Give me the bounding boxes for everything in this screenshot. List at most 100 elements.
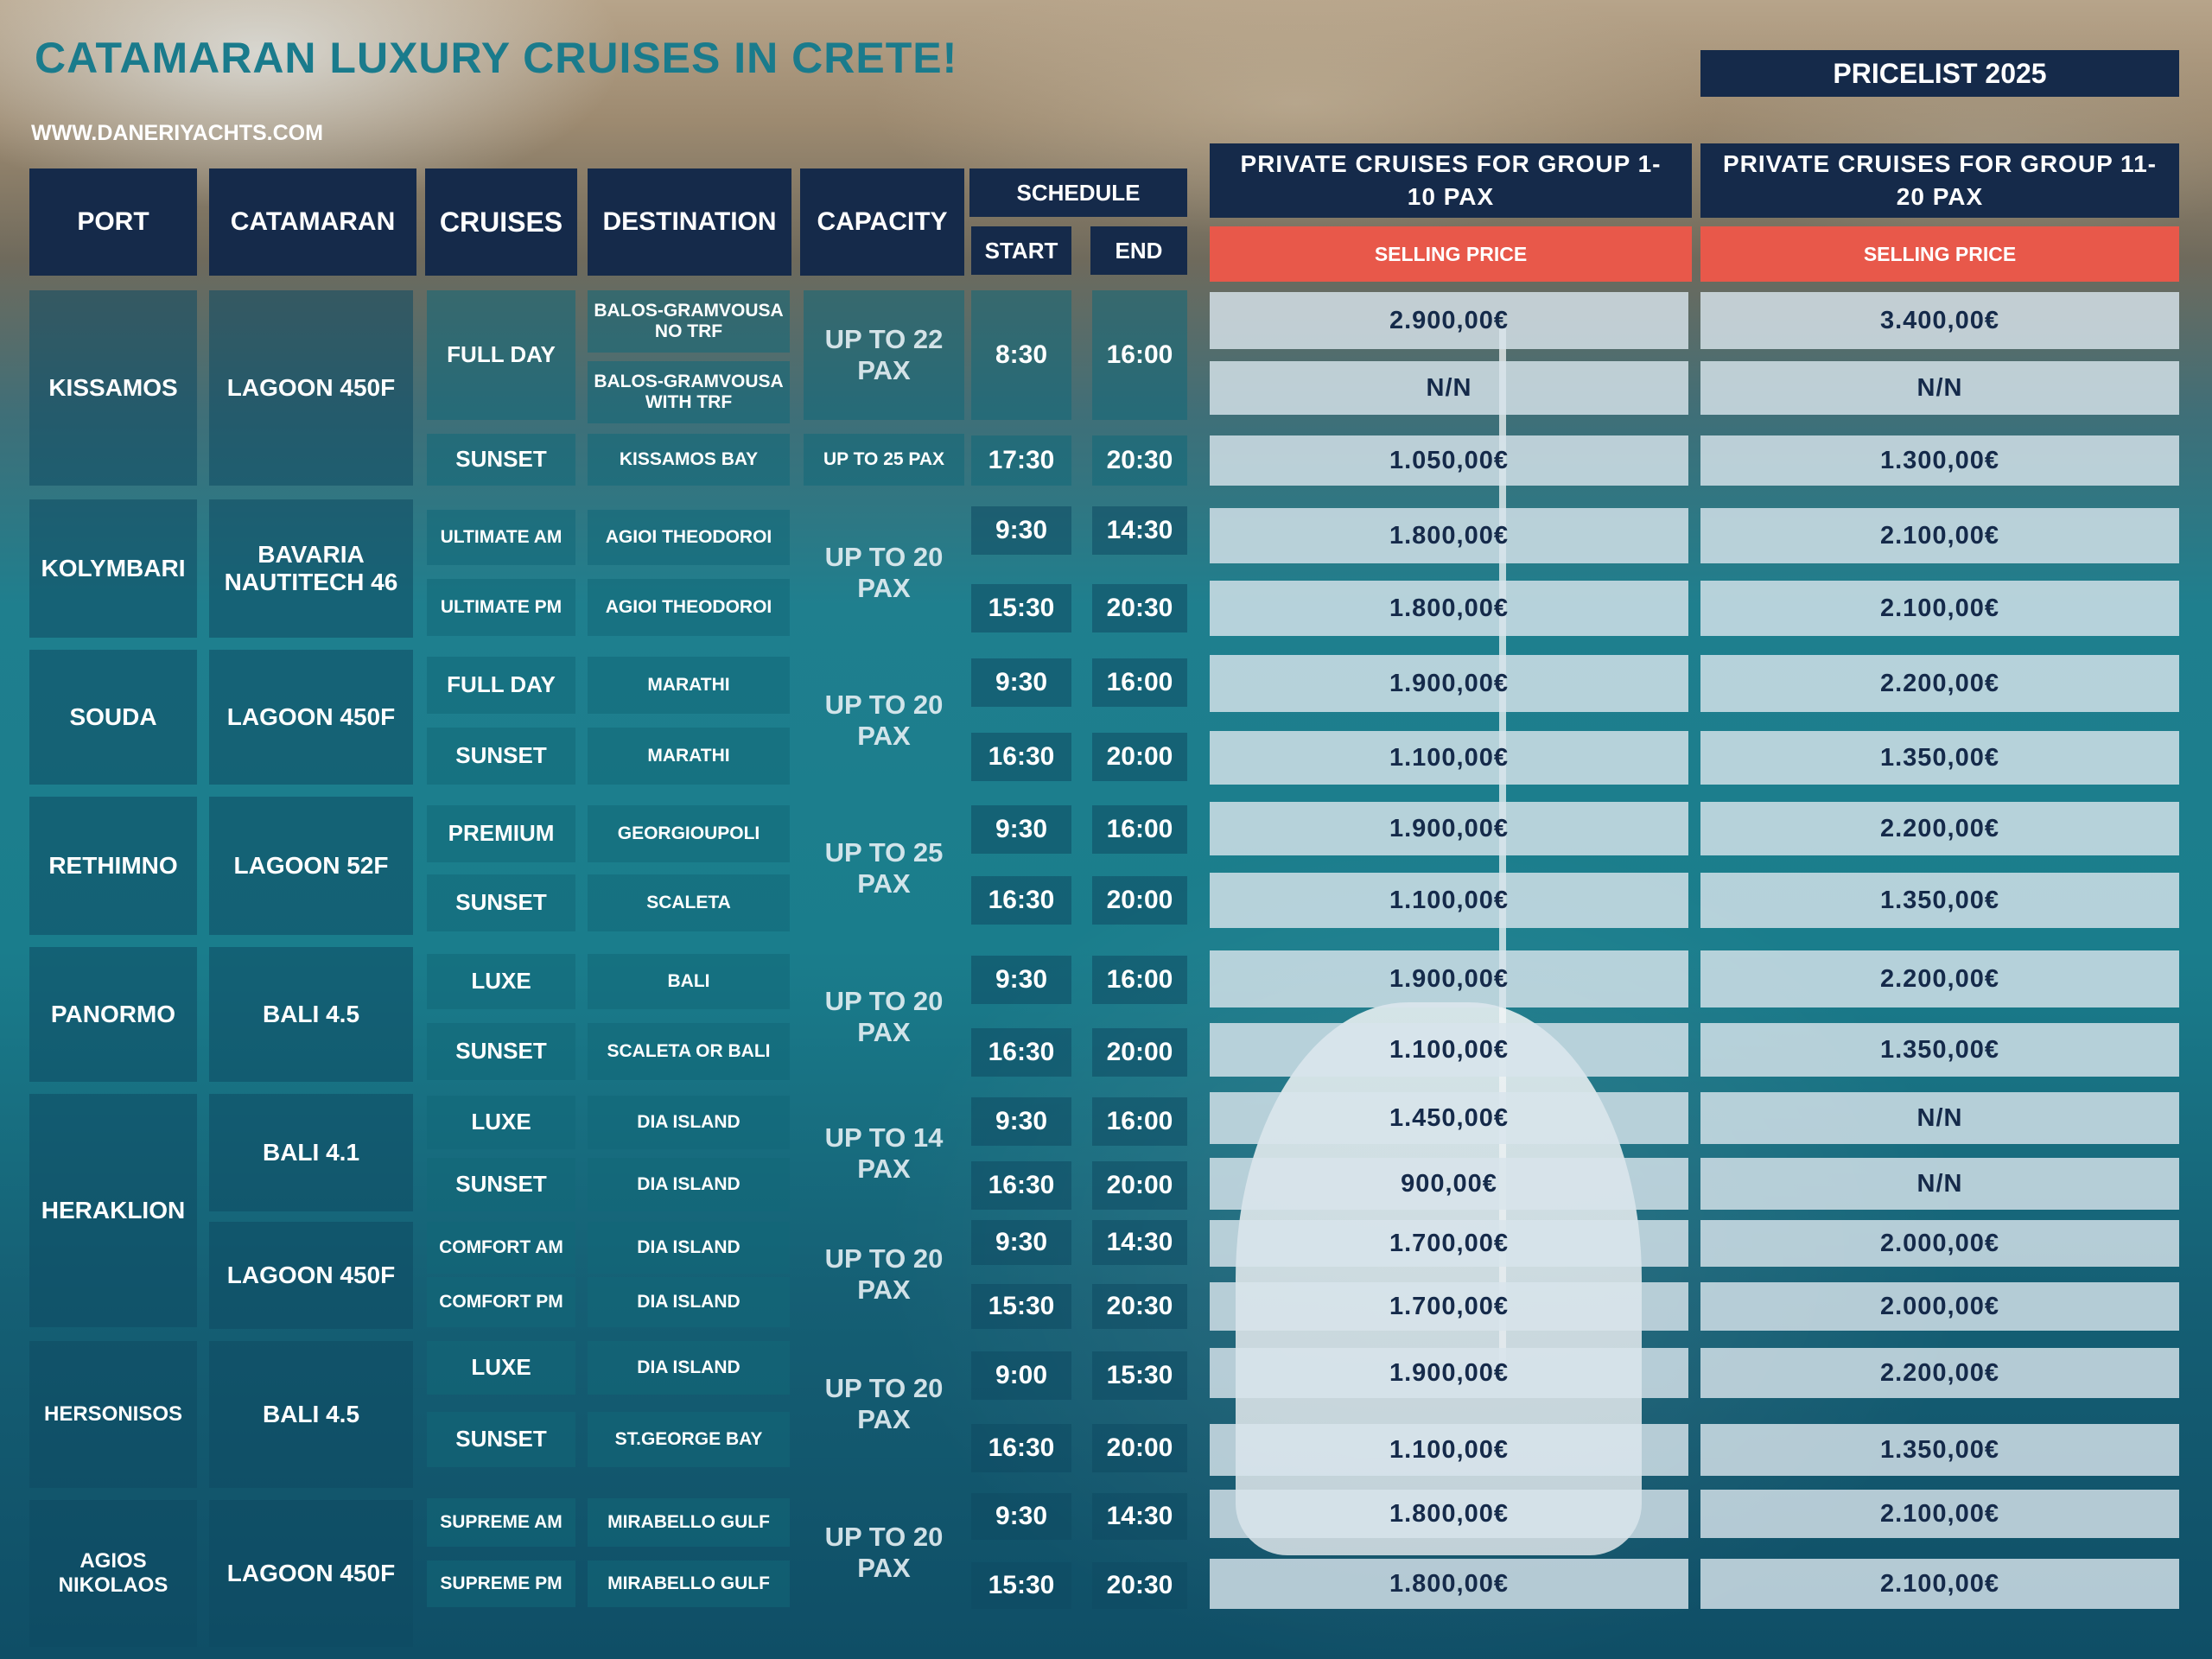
catamaran-cell: LAGOON 52F [209,797,413,935]
capacity-cell: UP TO 25 PAX [824,837,944,899]
end-time-cell: 20:30 [1092,1284,1187,1329]
price-1-10-cell: 1.800,00€ [1210,508,1688,563]
price-1-10-cell: 900,00€ [1210,1158,1688,1210]
cruise-cell: SUPREME PM [427,1560,575,1607]
price-11-20-cell: 2.000,00€ [1700,1282,2179,1331]
capacity-cell: UP TO 20 PAX [824,986,944,1047]
price-1-10-cell: 1.900,00€ [1210,950,1688,1007]
start-time-cell: 16:30 [971,733,1071,781]
catamaran-cell: LAGOON 450F [209,1222,413,1329]
price-1-10-cell: 1.100,00€ [1210,1023,1688,1077]
port-cell: HERSONISOS [29,1341,197,1488]
cruise-cell: ULTIMATE PM [427,579,575,636]
price-1-10-cell: 1.700,00€ [1210,1220,1688,1267]
cruise-cell: ULTIMATE AM [427,510,575,565]
end-time-cell: 20:00 [1092,876,1187,925]
price-11-20-cell: 2.200,00€ [1700,802,2179,855]
end-header: END [1090,226,1187,275]
price-11-20-cell: 1.350,00€ [1700,731,2179,785]
start-time-cell: 8:30 [971,290,1071,420]
price-11-20-cell: N/N [1700,361,2179,415]
start-time-cell: 16:30 [971,1028,1071,1077]
price-11-20-cell: 1.350,00€ [1700,873,2179,928]
catamaran-cell: LAGOON 450F [209,290,413,486]
cruise-cell: LUXE [427,1341,575,1395]
cruise-cell: FULL DAY [427,657,575,714]
destination-cell: GEORGIOUPOLI [588,805,790,862]
port-cell: HERAKLION [29,1094,197,1327]
end-time-cell: 20:00 [1092,1161,1187,1210]
start-time-cell: 9:30 [971,1493,1071,1540]
start-header: START [971,226,1071,275]
price-11-20-cell: 3.400,00€ [1700,292,2179,349]
end-time-cell: 20:30 [1092,435,1187,486]
end-time-cell: 15:30 [1092,1351,1187,1400]
price-1-10-cell: 1.900,00€ [1210,802,1688,855]
price-11-20-cell: 1.300,00€ [1700,435,2179,486]
website-link[interactable]: WWW.DANERIYACHTS.COM [31,121,323,145]
price-1-10-cell: 1.900,00€ [1210,1348,1688,1398]
end-time-cell: 16:00 [1092,658,1187,707]
price-1-10-cell: 1.100,00€ [1210,873,1688,928]
group-11-20-header: PRIVATE CRUISES FOR GROUP 11-20 PAX [1700,143,2179,218]
cruise-cell: SUNSET [427,434,575,486]
price-1-10-cell: 1.800,00€ [1210,581,1688,636]
start-time-cell: 9:30 [971,658,1071,707]
price-11-20-cell: 1.350,00€ [1700,1023,2179,1077]
port-cell: SOUDA [29,650,197,785]
group-1-10-header: PRIVATE CRUISES FOR GROUP 1-10 PAX [1210,143,1692,218]
end-time-cell: 16:00 [1092,956,1187,1004]
destination-cell: MARATHI [588,657,790,714]
capacity-cell: UP TO 20 PAX [824,1243,944,1305]
pricelist-badge: PRICELIST 2025 [1700,50,2179,97]
price-11-20-cell: N/N [1700,1158,2179,1210]
capacity-header: CAPACITY [800,168,964,276]
destination-cell: ST.GEORGE BAY [588,1412,790,1467]
price-11-20-cell: 2.200,00€ [1700,655,2179,712]
port-cell: KISSAMOS [29,290,197,486]
price-11-20-cell: 2.200,00€ [1700,1348,2179,1398]
cruise-cell: COMFORT PM [427,1277,575,1327]
price-11-20-cell: 2.000,00€ [1700,1220,2179,1267]
cruise-cell: PREMIUM [427,805,575,862]
price-11-20-cell: 1.350,00€ [1700,1424,2179,1476]
cruise-cell: LUXE [427,1096,575,1149]
catamaran-cell: BALI 4.1 [209,1094,413,1211]
cruises-header: CRUISES [425,168,577,276]
price-11-20-cell: 2.200,00€ [1700,950,2179,1007]
schedule-header: SCHEDULE [969,168,1187,217]
start-time-cell: 17:30 [971,435,1071,486]
destination-cell: DIA ISLAND [588,1341,790,1395]
cruise-cell: COMFORT AM [427,1222,575,1274]
destination-cell: DIA ISLAND [588,1222,790,1274]
end-time-cell: 20:30 [1092,1562,1187,1609]
price-1-10-cell: 1.450,00€ [1210,1092,1688,1144]
destination-cell: MIRABELLO GULF [588,1560,790,1607]
catamaran-cell: LAGOON 450F [209,650,413,785]
capacity-cell: UP TO 22 PAX [804,290,964,420]
catamaran-cell: BALI 4.5 [209,947,413,1082]
destination-cell: MARATHI [588,728,790,785]
price-1-10-cell: 1.100,00€ [1210,731,1688,785]
cruise-cell: LUXE [427,954,575,1009]
start-time-cell: 9:30 [971,1220,1071,1265]
start-time-cell: 9:30 [971,506,1071,555]
cruise-cell: SUNSET [427,1158,575,1211]
catamaran-cell: BALI 4.5 [209,1341,413,1488]
start-time-cell: 15:30 [971,1284,1071,1329]
capacity-cell: UP TO 20 PAX [824,542,944,603]
end-time-cell: 16:00 [1092,805,1187,854]
price-1-10-cell: 1.800,00€ [1210,1559,1688,1609]
price-11-20-cell: 2.100,00€ [1700,581,2179,636]
capacity-cell: UP TO 20 PAX [824,690,944,751]
cruise-cell: FULL DAY [427,290,575,420]
selling-price-header-1: SELLING PRICE [1210,226,1692,282]
destination-cell: AGIOI THEODOROI [588,510,790,565]
catamaran-header: CATAMARAN [209,168,416,276]
port-cell: RETHIMNO [29,797,197,935]
start-time-cell: 16:30 [971,876,1071,925]
destination-cell: BALI [588,954,790,1009]
cruise-cell: SUNSET [427,1412,575,1467]
destination-cell: MIRABELLO GULF [588,1498,790,1547]
